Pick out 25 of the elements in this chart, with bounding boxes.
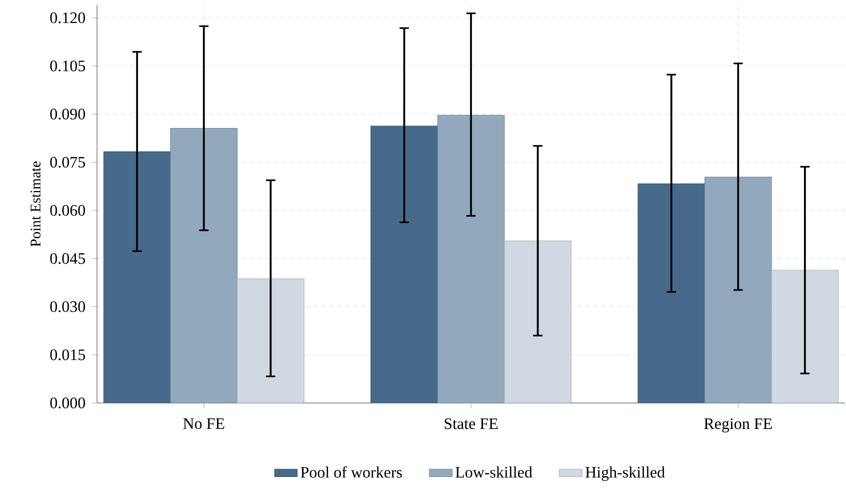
bar bbox=[236, 278, 304, 403]
bar bbox=[704, 176, 772, 403]
legend-label: Low-skilled bbox=[456, 466, 532, 478]
bar bbox=[638, 184, 706, 403]
y-tick-label: 0.120 bbox=[50, 12, 86, 24]
bar bbox=[437, 114, 505, 403]
y-tick-label: 0.105 bbox=[50, 60, 86, 72]
y-tick-label: 0.045 bbox=[50, 253, 86, 264]
y-axis-title: Point Estimate bbox=[30, 162, 40, 247]
y-tick-label: 0.075 bbox=[50, 156, 86, 168]
bar bbox=[170, 128, 238, 403]
x-tick-label: No FE bbox=[183, 418, 224, 429]
y-tick-label: 0.030 bbox=[50, 301, 86, 312]
x-tick-label: Region FE bbox=[704, 418, 772, 432]
y-tick-label: 0.090 bbox=[50, 108, 86, 120]
bar bbox=[370, 126, 438, 403]
x-tick-label: State FE bbox=[444, 418, 498, 430]
y-tick-label: 0.000 bbox=[50, 398, 86, 408]
legend-label: High-skilled bbox=[586, 466, 665, 481]
bar bbox=[504, 240, 572, 403]
bar bbox=[771, 270, 839, 403]
bar bbox=[103, 151, 171, 403]
legend-label: Pool of workers bbox=[300, 466, 402, 478]
y-tick-label: 0.015 bbox=[50, 349, 86, 360]
y-tick-label: 0.060 bbox=[50, 204, 86, 216]
